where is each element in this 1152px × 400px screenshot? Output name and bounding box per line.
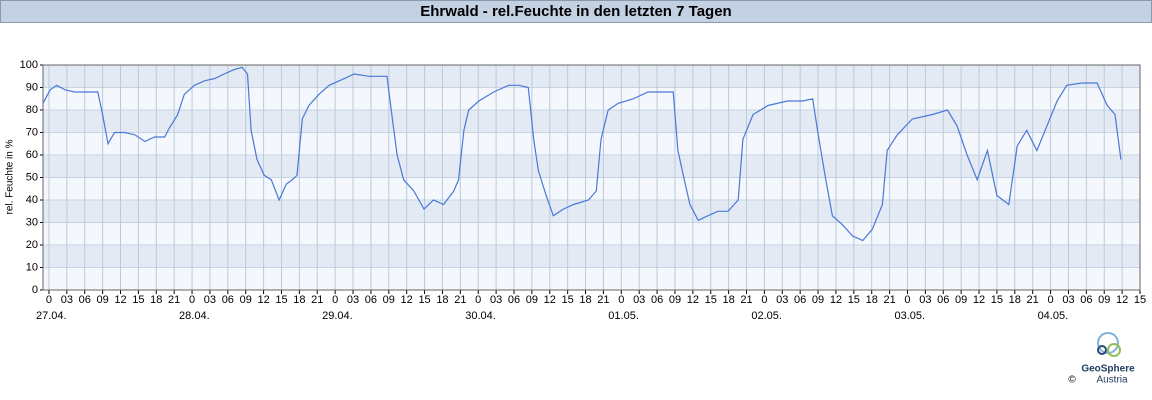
x-tick-label: 18: [436, 294, 448, 306]
humidity-line: [42, 66, 1122, 242]
x-tick-label: 21: [311, 294, 323, 306]
x-tick-label: 15: [848, 294, 860, 306]
y-tick-label: 90: [26, 81, 38, 93]
date-label: 04.05.: [1038, 310, 1069, 322]
y-tick-label: 0: [32, 284, 38, 296]
date-label: 29.04.: [322, 310, 353, 322]
x-tick-label: 06: [794, 294, 806, 306]
x-tick-label: 12: [1116, 294, 1128, 306]
logo-ring: [1107, 343, 1121, 357]
x-tick-label: 03: [919, 294, 931, 306]
x-tick-label: 0: [618, 294, 624, 306]
x-tick-label: 03: [347, 294, 359, 306]
date-label: 28.04.: [179, 310, 210, 322]
x-tick-label: 09: [812, 294, 824, 306]
x-tick-label: 0: [1048, 294, 1054, 306]
x-tick-label: 06: [508, 294, 520, 306]
x-tick-label: 18: [723, 294, 735, 306]
x-tick-label: 06: [937, 294, 949, 306]
plot-frame: [42, 64, 1141, 291]
x-tick-label: 21: [168, 294, 180, 306]
date-label: 27.04.: [36, 310, 67, 322]
x-tick-label: 12: [544, 294, 556, 306]
x-tick-label: 15: [705, 294, 717, 306]
x-tick-label: 06: [79, 294, 91, 306]
y-tick-label: 30: [26, 216, 38, 228]
x-tick-label: 18: [579, 294, 591, 306]
logo-sub: Austria: [1096, 375, 1128, 386]
x-tick-label: 15: [132, 294, 144, 306]
x-tick-label: 09: [1098, 294, 1110, 306]
x-tick-label: 18: [150, 294, 162, 306]
x-tick-label: 03: [204, 294, 216, 306]
x-tick-label: 21: [1027, 294, 1039, 306]
y-tick-label: 60: [26, 149, 38, 161]
y-axis-label: rel. Feuchte in %: [5, 139, 16, 214]
date-label: 30.04.: [465, 310, 496, 322]
x-tick-label: 09: [96, 294, 108, 306]
y-tick-label: 20: [26, 239, 38, 251]
y-tick-label: 80: [26, 104, 38, 116]
x-tick-label: 12: [257, 294, 269, 306]
grid-band: [43, 200, 1140, 223]
grid-band: [43, 110, 1140, 133]
x-tick-label: 0: [46, 294, 52, 306]
x-tick-label: 03: [1062, 294, 1074, 306]
x-tick-label: 06: [1080, 294, 1092, 306]
y-tick-label: 70: [26, 126, 38, 138]
x-tick-label: 03: [776, 294, 788, 306]
x-tick-label: 0: [475, 294, 481, 306]
x-tick-label: 0: [332, 294, 338, 306]
x-tick-label: 12: [114, 294, 126, 306]
x-tick-label: 18: [293, 294, 305, 306]
x-tick-label: 15: [418, 294, 430, 306]
x-tick-label: 15: [562, 294, 574, 306]
x-tick-label: 12: [687, 294, 699, 306]
date-label: 03.05.: [894, 310, 925, 322]
y-tick-label: 40: [26, 194, 38, 206]
logo: GeoSphere Austria ©: [1068, 332, 1135, 386]
x-tick-label: 18: [1009, 294, 1021, 306]
x-tick-label: 12: [973, 294, 985, 306]
chart-title: Ehrwald - rel.Feuchte in den letzten 7 T…: [420, 3, 731, 20]
x-tick-label: 12: [830, 294, 842, 306]
x-tick-label: 06: [222, 294, 234, 306]
x-tick-label: 15: [1134, 294, 1146, 306]
x-tick-label: 03: [61, 294, 73, 306]
logo-name: GeoSphere: [1081, 364, 1135, 375]
x-tick-label: 12: [401, 294, 413, 306]
date-label: 02.05.: [751, 310, 782, 322]
x-tick-label: 06: [651, 294, 663, 306]
x-tick-label: 06: [365, 294, 377, 306]
logo-ring: [1097, 345, 1107, 355]
x-tick-label: 21: [597, 294, 609, 306]
x-tick-label: 0: [189, 294, 195, 306]
y-tick-label: 10: [26, 261, 38, 273]
x-tick-label: 09: [383, 294, 395, 306]
x-tick-label: 21: [740, 294, 752, 306]
x-tick-label: 0: [904, 294, 910, 306]
copyright: ©: [1068, 375, 1076, 386]
x-tick-label: 09: [955, 294, 967, 306]
x-tick-label: 15: [275, 294, 287, 306]
grid-band: [43, 245, 1140, 268]
x-tick-label: 09: [526, 294, 538, 306]
date-label: 01.05.: [608, 310, 639, 322]
x-tick-label: 09: [669, 294, 681, 306]
x-tick-label: 03: [633, 294, 645, 306]
x-tick-label: 15: [991, 294, 1003, 306]
grid-band: [43, 65, 1140, 88]
x-tick-label: 18: [866, 294, 878, 306]
y-tick-label: 50: [26, 171, 38, 183]
x-tick-label: 0: [761, 294, 767, 306]
x-tick-label: 21: [454, 294, 466, 306]
x-tick-label: 21: [883, 294, 895, 306]
y-tick-label: 100: [20, 59, 38, 71]
x-tick-label: 09: [240, 294, 252, 306]
x-tick-label: 03: [490, 294, 502, 306]
